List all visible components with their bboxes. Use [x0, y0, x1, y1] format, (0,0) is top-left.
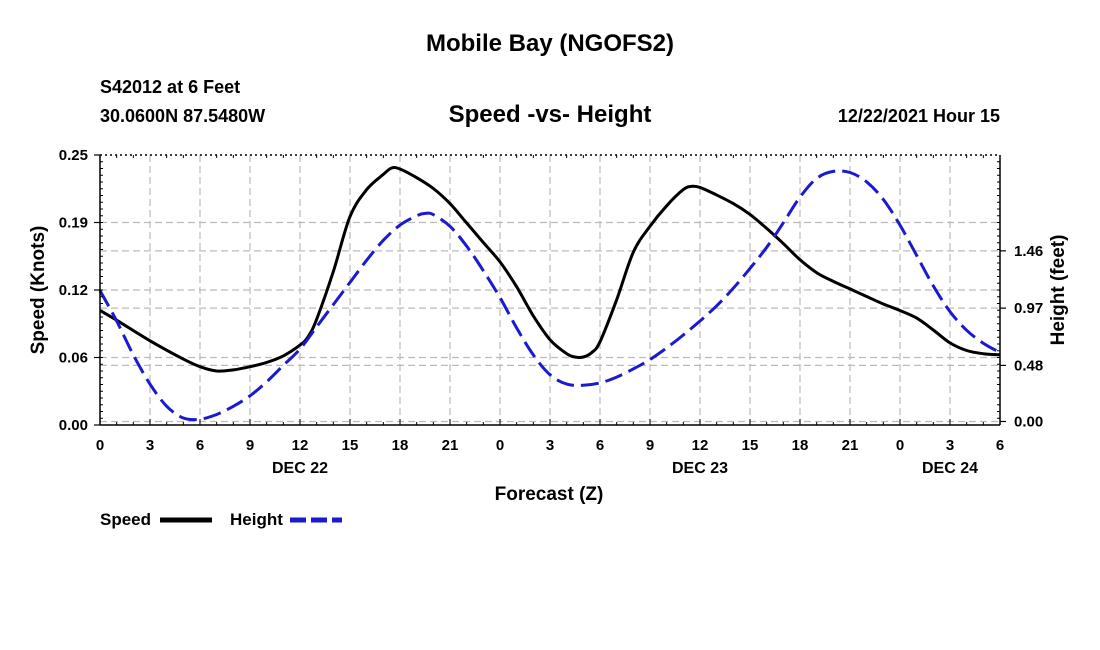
y-right-tick-label: 0.00: [1014, 413, 1043, 430]
date-label: DEC 23: [672, 460, 728, 477]
y-left-tick-label: 0.00: [59, 417, 88, 434]
x-tick-label: 0: [496, 437, 504, 454]
series-lines: [98, 166, 1001, 422]
forecast-datetime: 12/22/2021 Hour 15: [837, 106, 1000, 126]
x-tick-label: 12: [692, 437, 709, 454]
x-tick-label: 3: [946, 437, 954, 454]
x-tick-label: 6: [996, 437, 1004, 454]
y-axis-right-label: Height (feet): [1048, 235, 1069, 346]
x-tick-label: 21: [442, 437, 459, 454]
series-line-height: [98, 169, 1001, 422]
date-label: DEC 24: [922, 460, 978, 477]
x-axis-label: Forecast (Z): [495, 484, 604, 505]
x-tick-label: 9: [246, 437, 254, 454]
x-tick-label: 15: [342, 437, 359, 454]
x-tick-label: 6: [596, 437, 604, 454]
x-tick-label: 3: [546, 437, 554, 454]
y-right-tick-label: 1.46: [1014, 243, 1043, 260]
x-tick-label: 15: [742, 437, 759, 454]
y-left-tick-label: 0.25: [59, 147, 88, 164]
x-tick-label: 0: [896, 437, 904, 454]
x-tick-label: 9: [646, 437, 654, 454]
date-label: DEC 22: [272, 460, 328, 477]
coordinates-label: 30.0600N 87.5480W: [100, 106, 266, 126]
y-right-tick-label: 0.97: [1014, 300, 1043, 317]
legend: Speed Height: [100, 510, 342, 529]
axes: 0 3 6 9 12 15 18 21 0 3 6 9 12 15 18 21 0 3 6 DEC 22 DEC 23 D…: [59, 147, 1043, 477]
x-tick-label: 12: [292, 437, 309, 454]
station-label: S42012 at 6 Feet: [100, 77, 241, 97]
y-left-tick-label: 0.12: [59, 282, 88, 299]
y-right-tick-label: 0.48: [1014, 357, 1043, 374]
x-tick-label: 0: [96, 437, 104, 454]
x-tick-label: 18: [792, 437, 809, 454]
y-left-tick-label: 0.06: [59, 350, 88, 367]
x-tick-label: 6: [196, 437, 204, 454]
x-tick-label: 21: [842, 437, 859, 454]
grid: [100, 155, 1000, 425]
series-line-speed: [99, 166, 1001, 373]
legend-label-speed: Speed: [100, 510, 151, 529]
y-left-tick-label: 0.19: [59, 215, 88, 232]
x-tick-label: 18: [392, 437, 409, 454]
chart-title: Mobile Bay (NGOFS2): [425, 30, 675, 57]
legend-label-height: Height: [230, 510, 283, 529]
chart-subtitle: Speed -vs- Height: [448, 101, 652, 128]
x-tick-label: 3: [146, 437, 154, 454]
y-axis-left-label: Speed (Knots): [28, 226, 49, 355]
